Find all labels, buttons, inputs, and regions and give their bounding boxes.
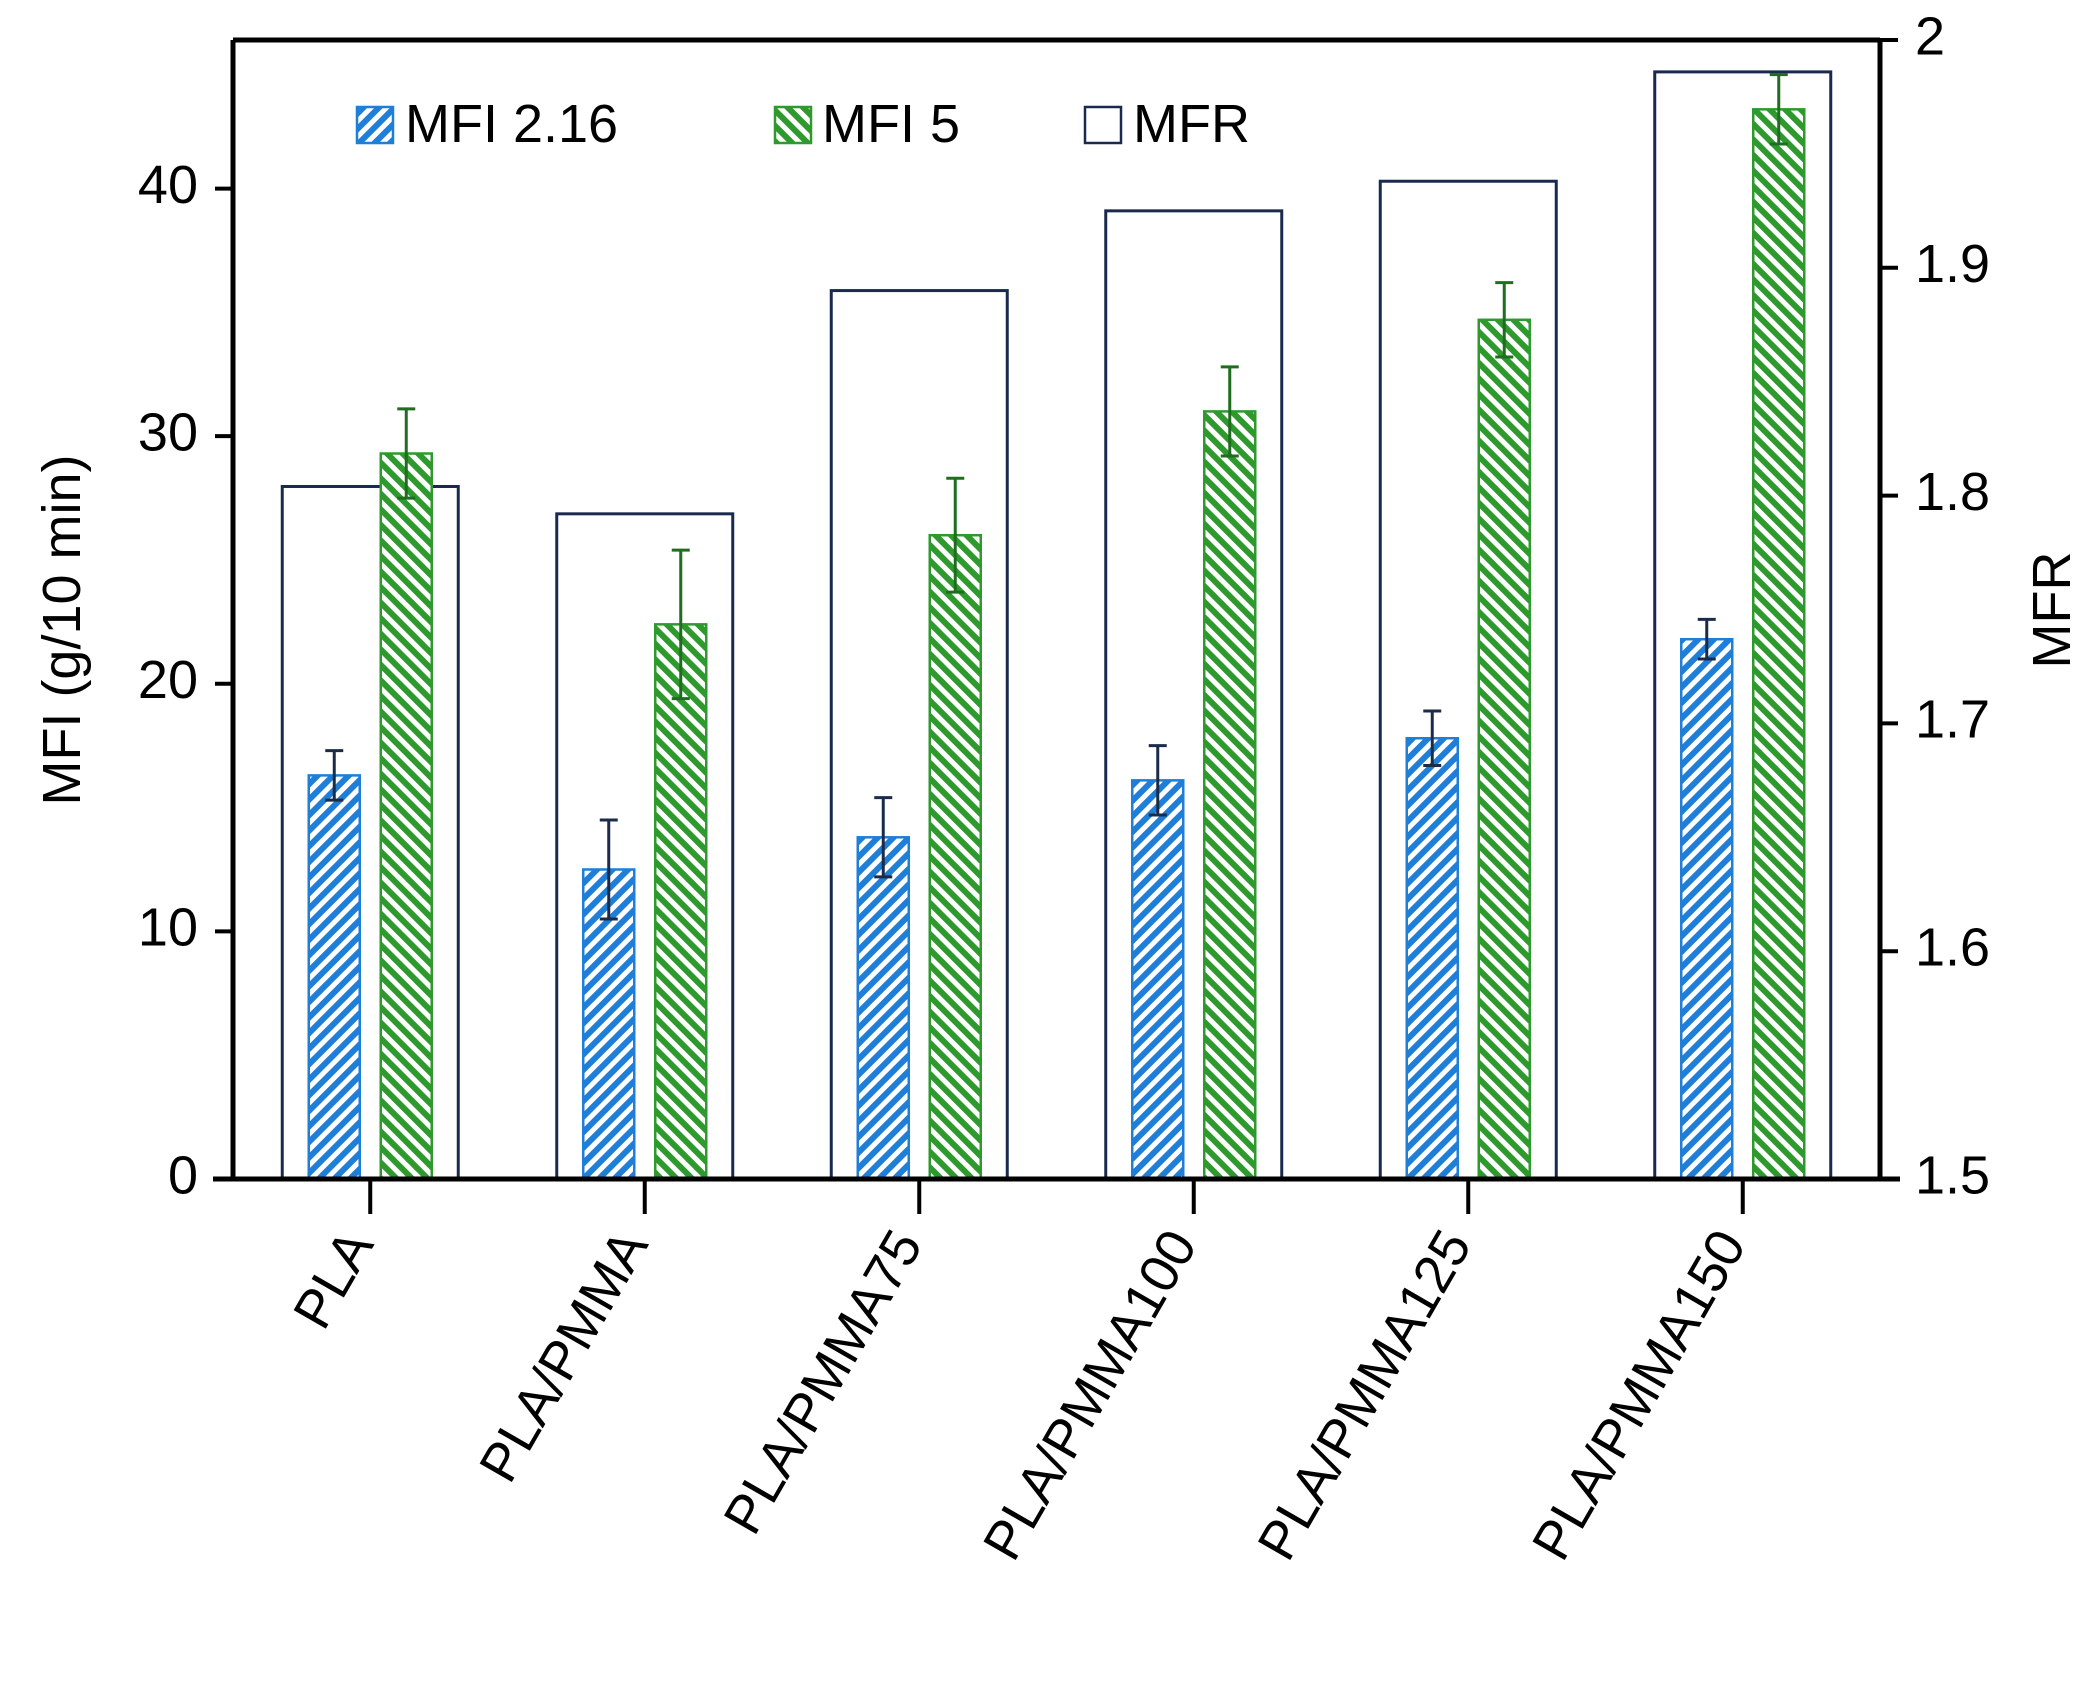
y-axis-right-title: MFR (2022, 552, 2082, 669)
mfi-2-16-bar (1405, 737, 1459, 1181)
y-axis-right-tick-label: 2 (1915, 6, 1945, 66)
y-axis-left-tick-label: 30 (138, 402, 198, 462)
y-axis-right-tick-label: 1.6 (1915, 917, 1990, 977)
legend-swatch-mfi-2-16 (355, 105, 395, 145)
x-axis-category-label: PLA/PMMA (468, 1220, 660, 1492)
mfi-5-bar (1203, 410, 1257, 1181)
mfi-5-bar (1477, 318, 1531, 1181)
mfi-5-bar (928, 533, 982, 1181)
mfi-bars (307, 73, 1806, 1181)
mfi-2-16-bar (1131, 779, 1185, 1181)
legend-label-mfi-5: MFI 5 (822, 94, 960, 154)
y-axis-left-tick-label: 0 (168, 1145, 198, 1205)
legend-label-mfi-2-16: MFI 2.16 (405, 94, 618, 154)
x-axis-category-label: PLA/PMMA125 (1246, 1220, 1483, 1570)
y-axis-left-title: MFI (g/10 min) (32, 454, 92, 805)
y-axis-right-tick-label: 1.5 (1915, 1145, 1990, 1205)
y-axis-left-tick-label: 10 (138, 898, 198, 958)
mfi-2-16-bar (856, 836, 910, 1181)
y-axis-left-tick-label: 20 (138, 650, 198, 710)
x-axis-category-label: PLA/PMMA150 (1521, 1220, 1758, 1570)
legend-swatch-mfr (1083, 105, 1123, 145)
legend-swatch-mfi-5 (773, 105, 813, 145)
y-axis-right-tick-label: 1.8 (1915, 462, 1990, 522)
mfi-5-bar (1752, 108, 1806, 1181)
mfi-2-16-bar (307, 774, 361, 1181)
mfi-2-16-bar (1680, 637, 1734, 1181)
mfi-5-bar (654, 623, 708, 1181)
x-axis-category-label: PLA/PMMA100 (972, 1220, 1209, 1570)
mfr-bars (280, 70, 1833, 1181)
mfi-5-bar (379, 452, 433, 1181)
x-axis-category-label: PLA/PMMA75 (712, 1220, 934, 1544)
legend-label-mfr: MFR (1133, 94, 1250, 154)
x-axis-category-label: PLA (282, 1220, 385, 1338)
y-axis-right-tick-label: 1.9 (1915, 234, 1990, 294)
y-axis-right-tick-label: 1.7 (1915, 690, 1990, 750)
legend: MFI 2.16 MFI 5 MFR (355, 94, 1250, 154)
y-axis-left-tick-label: 40 (138, 155, 198, 215)
